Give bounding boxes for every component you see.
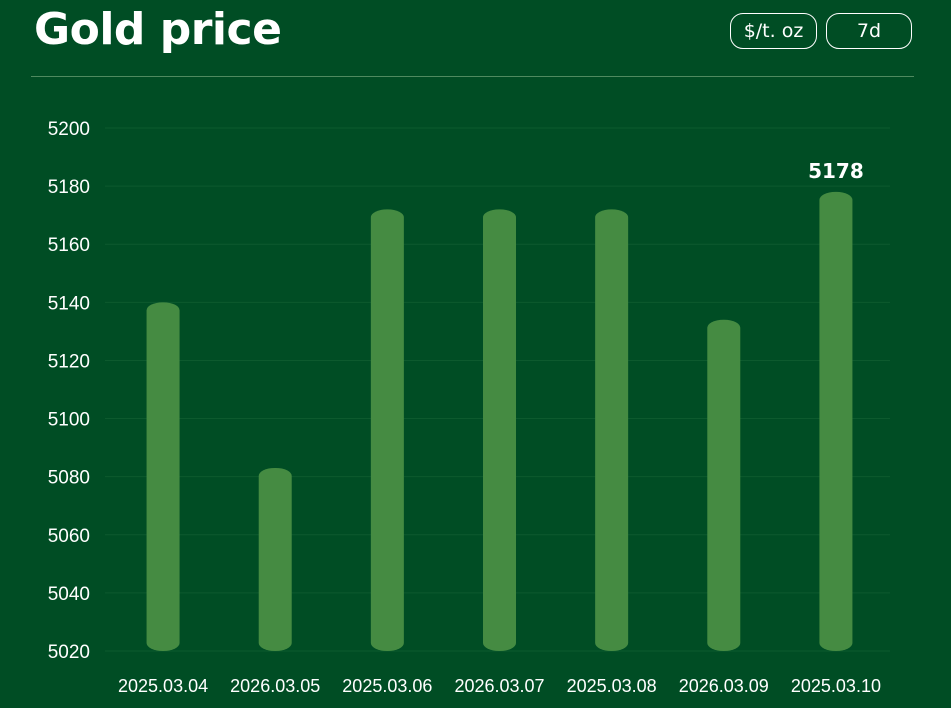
x-tick-label: 2026.03.05 [230,676,320,696]
x-tick-label: 2026.03.07 [454,676,544,696]
y-axis: 5020 5040 5060 5080 5100 5120 5140 5160 5180 5200 [48,119,90,663]
x-tick-label: 2025.03.06 [342,676,432,696]
y-tick-label: 5160 [48,235,90,256]
header-divider [31,76,914,77]
data-labels: 5178 [808,159,864,183]
bar[interactable] [370,209,404,651]
x-tick-label: 2026.03.09 [679,676,769,696]
y-tick-label: 5080 [48,468,90,489]
bar[interactable] [258,467,292,651]
y-tick-label: 5100 [48,410,90,431]
x-axis: 2025.03.04 2026.03.05 2025.03.06 2026.03.07… [118,676,881,696]
bars [146,191,853,651]
unit-toggle-button[interactable]: $/t. oz [730,13,817,49]
y-tick-label: 5180 [48,177,90,198]
chart-title: Gold price [34,4,282,55]
data-label: 5178 [808,159,864,183]
x-tick-label: 2025.03.08 [567,676,657,696]
bar[interactable] [146,302,180,651]
bar[interactable] [595,209,629,651]
bar[interactable] [483,209,516,651]
y-tick-label: 5020 [48,642,90,663]
y-tick-label: 5060 [48,526,90,547]
y-tick-label: 5200 [48,119,90,140]
time-range-button[interactable]: 7d [826,13,912,49]
y-tick-label: 5120 [48,351,90,372]
bar[interactable] [819,191,853,651]
bar[interactable] [707,319,741,651]
x-tick-label: 2025.03.10 [791,676,881,696]
y-tick-label: 5040 [48,584,90,605]
x-tick-label: 2025.03.04 [118,676,208,696]
y-tick-label: 5140 [48,293,90,314]
